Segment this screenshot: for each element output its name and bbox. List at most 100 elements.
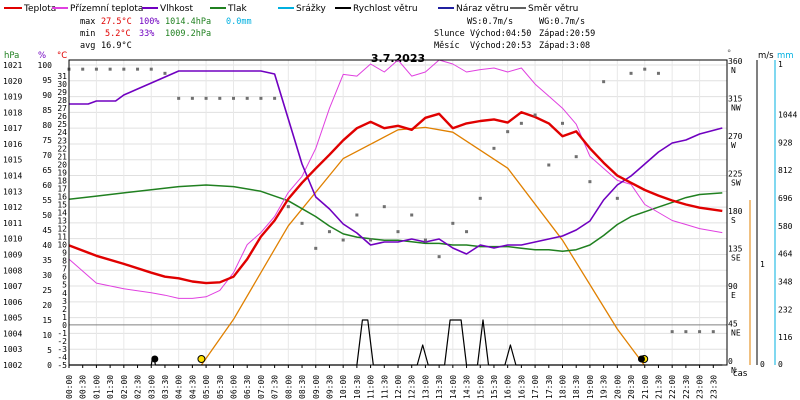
temp-tick-label: 21 [57,152,67,161]
rain-tick-label: 0 [778,360,783,369]
time-tick-label: 13:30 [435,375,444,399]
dir-tick-label: 45 [728,320,738,329]
stats-block: max 27.5°C 100% 1014.4hPa 0.0mm min 5.2°… [80,17,595,51]
humidity-tick-label: 70 [42,151,52,160]
stat-moon-label: Měsíc [434,41,460,51]
time-tick-label: 01:30 [106,375,115,399]
wind-direction-point [94,67,98,71]
sunrise-marker [197,355,206,363]
solar-tick-label: 464 [778,250,793,259]
legend-teplota: Teplota [23,4,56,14]
temp-tick-label: -1 [57,329,67,338]
temp-tick-label: 28 [57,96,67,105]
pressure-tick-label: 1016 [3,140,22,149]
temp-tick-label: 13 [57,217,67,226]
humidity-tick-label: 50 [42,211,52,220]
pressure-tick-label: 1007 [3,282,22,291]
legend-naraz-vetru: Náraz větru [456,4,509,14]
temp-tick-label: 14 [57,209,67,218]
rain-unit: mm [777,51,794,61]
wind-direction-point [574,155,578,159]
humidity-tick-label: 85 [42,106,52,115]
temp-tick-label: 23 [57,136,67,145]
wind-direction-point [588,180,592,184]
time-axis-label: čas [733,368,748,379]
temp-tick-label: 12 [57,225,67,234]
dir-letter-label: S [731,216,736,225]
time-tick-label: 04:30 [188,375,197,399]
stat-max-label: max [80,17,95,27]
temp-tick-label: 15 [57,200,67,209]
temp-tick-label: 6 [62,273,67,282]
solar-tick-label: 812 [778,166,793,175]
time-tick-label: 13:00 [421,375,430,399]
temp-tick-label: 22 [57,144,67,153]
pressure-tick-label: 1003 [3,345,22,354]
time-tick-label: 11:30 [380,375,389,399]
wind-direction-point [711,330,715,334]
dir-letter-label: NW [731,104,741,113]
temperature-line [68,110,723,285]
temp-tick-label: 3 [62,297,67,306]
wind-direction-point [478,196,482,200]
dir-letter-label: E [731,291,736,300]
humidity-tick-label: 100 [38,61,53,70]
time-tick-label: 14:30 [463,375,472,399]
temp-tick-label: 18 [57,176,67,185]
time-tick-label: 12:30 [408,375,417,399]
wind-direction-point [341,238,345,242]
stat-max-hum: 100% [139,17,159,27]
legend-tlak: Tlak [227,4,248,14]
pressure-tick-label: 1020 [3,77,22,86]
humidity-tick-label: 60 [42,181,52,190]
wind-direction-point [437,255,441,259]
time-tick-label: 16:00 [504,375,513,399]
pressure-tick-label: 1009 [3,250,22,259]
dir-letter-label: N [731,66,736,75]
temp-tick-label: 10 [57,241,67,250]
time-tick-label: 16:30 [517,375,526,399]
solar-tick-label: 928 [778,138,793,147]
humidity-tick-label: 20 [42,301,52,310]
humidity-tick-label: 15 [42,316,52,325]
wind-direction-point [629,71,633,75]
dir-letter-label: W [731,141,736,150]
humidity-tick-label: 30 [42,271,52,280]
wind-direction-point [204,96,208,100]
dir-tick-label: 0 [728,357,733,366]
legend-vlhkost: Vlhkost [160,4,193,14]
dir-tick-label: 270 [728,132,743,141]
time-tick-label: 19:30 [600,375,609,399]
stat-min-label: min [80,29,95,39]
time-tick-label: 02:30 [134,375,143,399]
time-tick-label: 15:00 [476,375,485,399]
wind-direction-point [245,96,249,100]
stat-sunrise: Východ:04:50 [470,29,531,39]
time-tick-label: 00:00 [65,375,74,399]
stat-ws: WS:0.7m/s [467,17,513,27]
stat-min-press: 1009.2hPa [165,29,211,39]
temp-tick-label: 1 [62,313,67,322]
time-tick-label: 20:00 [613,375,622,399]
pressure-tick-label: 1019 [3,93,22,102]
solar-tick-label: 580 [778,222,793,231]
time-tick-label: 10:30 [353,375,362,399]
temp-tick-label: -5 [57,361,67,370]
wind-direction-point [684,330,688,334]
solar-tick-label: 1044 [778,110,797,119]
temp-tick-label: 11 [57,233,67,242]
humidity-tick-label: 5 [47,346,52,355]
time-tick-label: 05:00 [202,375,211,399]
wind-direction-point [327,230,331,234]
plot-frame [68,59,728,366]
wind-direction-point [410,213,414,217]
stat-wg: WG:0.7m/s [539,17,585,27]
humidity-tick-label: 55 [42,196,52,205]
time-tick-label: 21:30 [654,375,663,399]
solar-tick-label: 116 [778,333,793,342]
legend-rychlost-vetru: Rychlost větru [353,4,418,14]
pressure-unit: hPa [4,51,19,61]
solar-tick-label: 348 [778,277,793,286]
dir-letter-label: N [731,366,736,375]
humidity-tick-label: 80 [42,121,52,130]
